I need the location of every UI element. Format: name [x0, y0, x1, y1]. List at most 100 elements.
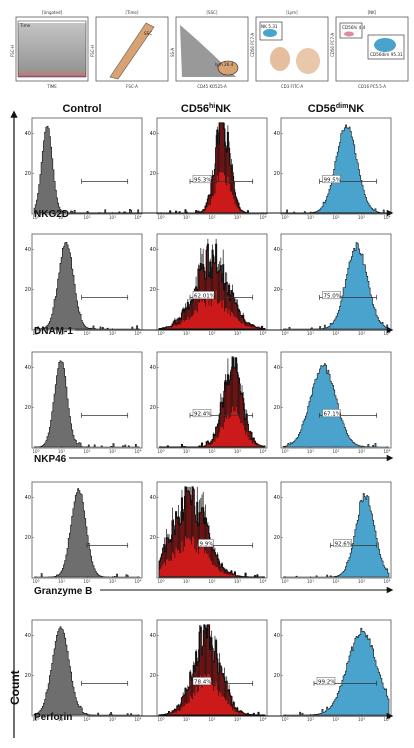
histogram-distribution: [283, 627, 390, 716]
gate-pct-box: [322, 409, 341, 418]
gate-pct-box: [322, 175, 341, 184]
x-tick-label: 104: [134, 449, 141, 455]
x-tick-label: 101: [183, 449, 190, 455]
histogram-grid: 20 40 100 101 102 103 104 20 40 100 101 102 103 104 95…: [25, 117, 394, 723]
y-tick-label: 20: [274, 405, 280, 411]
histogram-panel: 20 40 100 101 102 103 104 99.5%: [274, 117, 392, 221]
x-tick-label: 104: [134, 717, 141, 723]
y-tick-label: 40: [274, 247, 280, 253]
marker-label: Granzyme B: [34, 586, 92, 597]
histogram-row-nkg2d: 20 40 100 101 102 103 104 20 40 100 101 102 103 104 95…: [25, 117, 394, 221]
gating-y-label: FSC-H: [90, 45, 95, 57]
x-tick-label: 101: [58, 449, 65, 455]
x-tick-label: 103: [358, 579, 365, 585]
histogram-panel: 20 40 100 101 102 103 104: [25, 619, 143, 723]
histogram-row-dnam-1: 20 40 100 101 102 103 104 20 40 100 101 102 103 104 62…: [25, 233, 394, 337]
histogram-panel: 20 40 100 101 102 103 104: [25, 351, 143, 455]
histogram-distribution: [283, 242, 390, 330]
gating-x-label: FSC-A: [126, 84, 138, 89]
y-tick-label: 40: [274, 131, 280, 137]
y-tick-label: 40: [274, 633, 280, 639]
x-tick-label: 103: [358, 331, 365, 337]
x-tick-label: 101: [307, 717, 314, 723]
gate-pct-label: 95.3%: [194, 177, 211, 183]
gating-y-label: CD56 PC7-A: [250, 33, 255, 57]
y-tick-label: 40: [25, 365, 31, 371]
gate-pct-label: 78.4%: [194, 679, 211, 685]
histogram-frame: [31, 233, 143, 331]
x-tick-label: 101: [58, 331, 65, 337]
x-tick-label: 104: [134, 331, 141, 337]
x-tick-label: 101: [307, 579, 314, 585]
gating-panel-4: [Lym] CD3 FITC-A CD56 PC7-A NK 5.31: [250, 10, 329, 89]
cd56hi-gate-label: CD56hi 4.4: [342, 25, 366, 30]
x-tick-label: 102: [208, 449, 215, 455]
y-tick-label: 40: [150, 633, 156, 639]
gate-pct-box: [192, 291, 215, 300]
gate-pct-label: 67.1%: [324, 411, 341, 417]
y-tick-label: 40: [274, 495, 280, 501]
histogram-row-perforin: 20 40 100 101 102 103 104 20 40 100 101 102 103 104 78…: [25, 619, 394, 723]
singlet-gate-label: SSC: [144, 31, 152, 36]
gate-pct-label: 99.5%: [324, 177, 341, 183]
x-tick-label: 102: [208, 717, 215, 723]
histogram-row-nkp46: 20 40 100 101 102 103 104 20 40 100 101 102 103 104 92…: [25, 351, 394, 465]
y-tick-label: 20: [150, 535, 156, 541]
x-tick-label: 102: [208, 331, 215, 337]
x-tick-label: 104: [134, 579, 141, 585]
x-tick-label: 100: [157, 579, 164, 585]
x-tick-label: 103: [358, 215, 365, 221]
gating-panel-3: [SSC] CD45 KO525-A SS-A lym 26.4: [170, 10, 249, 89]
y-tick-label: 40: [25, 633, 31, 639]
cd3neg-cluster: [270, 47, 290, 71]
gating-panel-1: [Ungated] TIME FSC-H Time: [10, 10, 89, 89]
gating-x-label: CD16 PC5.5-A: [358, 84, 386, 89]
column-header-cd56hi-post: NK: [215, 103, 231, 115]
x-tick-label: 103: [358, 449, 365, 455]
cd3pos-cluster: [296, 48, 320, 74]
y-tick-label: 40: [150, 131, 156, 137]
x-tick-label: 101: [183, 717, 190, 723]
gate-pct-label: 9.9%: [200, 541, 214, 547]
x-tick-label: 101: [183, 215, 190, 221]
x-tick-label: 100: [32, 215, 39, 221]
histogram-distribution: [283, 493, 390, 578]
histogram-panel: 20 40 100 101 102 103 104 62.01%: [150, 233, 268, 337]
x-tick-label: 103: [234, 579, 241, 585]
x-tick-label: 101: [307, 331, 314, 337]
x-tick-label: 101: [307, 449, 314, 455]
y-tick-label: 20: [150, 171, 156, 177]
gating-panel-title: [Ungated]: [42, 10, 63, 15]
x-tick-label: 104: [383, 215, 390, 221]
column-header-cd56dim-sup: dim: [336, 103, 348, 110]
x-tick-label: 100: [281, 215, 288, 221]
histogram-panel: 20 40 100 101 102 103 104 92.4%: [150, 351, 268, 455]
x-tick-label: 102: [83, 449, 90, 455]
marker-label: NKG2D: [34, 209, 69, 220]
histogram-distribution: [34, 488, 140, 578]
gating-x-label: TIME: [46, 84, 57, 89]
x-tick-label: 102: [83, 215, 90, 221]
gate-pct-label: 62.01%: [194, 293, 215, 299]
x-tick-label: 103: [234, 717, 241, 723]
x-tick-label: 100: [281, 331, 288, 337]
gate-pct-box: [192, 175, 212, 184]
gate-pct-label: 92.4%: [194, 411, 211, 417]
histogram-distribution: [282, 363, 389, 448]
y-tick-label: 40: [274, 365, 280, 371]
gating-x-label: CD45 KO525-A: [197, 84, 227, 89]
x-tick-label: 100: [32, 717, 39, 723]
column-header-cd56hi-sup: hi: [209, 103, 215, 110]
x-tick-label: 100: [157, 449, 164, 455]
x-tick-label: 103: [109, 579, 116, 585]
marker-label: DNAM-1: [34, 326, 73, 337]
histogram-distribution: [33, 360, 140, 448]
x-tick-label: 104: [134, 215, 141, 221]
y-tick-label: 20: [25, 405, 31, 411]
y-tick-label: 40: [150, 495, 156, 501]
x-tick-label: 102: [208, 579, 215, 585]
x-tick-label: 104: [383, 579, 390, 585]
x-tick-label: 103: [109, 717, 116, 723]
